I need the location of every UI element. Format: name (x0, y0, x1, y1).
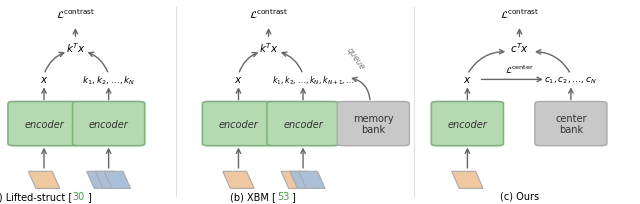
Polygon shape (28, 172, 60, 188)
FancyBboxPatch shape (535, 102, 607, 146)
Polygon shape (104, 172, 131, 188)
FancyBboxPatch shape (8, 102, 80, 146)
Text: (c) Ours: (c) Ours (500, 191, 539, 201)
Text: $\mathcal{L}^\mathrm{contrast}$: $\mathcal{L}^\mathrm{contrast}$ (56, 7, 95, 21)
Text: queue: queue (345, 45, 367, 71)
Text: (b) XBM [: (b) XBM [ (230, 191, 276, 201)
Text: $\mathcal{L}^\mathrm{contrast}$: $\mathcal{L}^\mathrm{contrast}$ (249, 7, 288, 21)
Text: $x$: $x$ (463, 75, 472, 85)
Polygon shape (86, 172, 113, 188)
Polygon shape (223, 172, 254, 188)
FancyBboxPatch shape (72, 102, 145, 146)
Polygon shape (281, 172, 307, 188)
FancyBboxPatch shape (431, 102, 504, 146)
Polygon shape (290, 172, 316, 188)
Text: ]: ] (291, 191, 294, 201)
Polygon shape (95, 172, 122, 188)
Text: encoder: encoder (89, 119, 129, 129)
FancyBboxPatch shape (202, 102, 275, 146)
FancyBboxPatch shape (337, 102, 410, 146)
Text: 30: 30 (72, 191, 84, 201)
Text: encoder: encoder (24, 119, 64, 129)
Text: encoder: encoder (219, 119, 259, 129)
Text: $k^Tx$: $k^Tx$ (65, 41, 85, 55)
Polygon shape (452, 172, 483, 188)
Text: ]: ] (86, 191, 90, 201)
Text: $x$: $x$ (234, 75, 243, 85)
Text: $k_1, k_2, \ldots, k_N, k_{N+1}, \ldots$: $k_1, k_2, \ldots, k_N, k_{N+1}, \ldots$ (272, 74, 355, 86)
Text: $\mathcal{L}^\mathrm{center}$: $\mathcal{L}^\mathrm{center}$ (505, 63, 534, 75)
Text: encoder: encoder (447, 119, 487, 129)
FancyBboxPatch shape (267, 102, 339, 146)
Text: 53: 53 (277, 191, 289, 201)
Text: $x$: $x$ (40, 75, 48, 85)
Text: (a) Lifted-struct [: (a) Lifted-struct [ (0, 191, 72, 201)
Text: $c^Tx$: $c^Tx$ (510, 41, 529, 55)
Text: $\mathcal{L}^\mathrm{contrast}$: $\mathcal{L}^\mathrm{contrast}$ (500, 7, 539, 21)
Polygon shape (299, 172, 325, 188)
Text: encoder: encoder (283, 119, 323, 129)
Text: $k^Tx$: $k^Tx$ (259, 41, 278, 55)
Text: $k_1, k_2, \ldots, k_N$: $k_1, k_2, \ldots, k_N$ (82, 74, 136, 86)
Text: $c_1, c_2, \ldots, c_N$: $c_1, c_2, \ldots, c_N$ (545, 75, 597, 85)
Text: center
bank: center bank (555, 113, 587, 135)
Text: memory
bank: memory bank (353, 113, 394, 135)
